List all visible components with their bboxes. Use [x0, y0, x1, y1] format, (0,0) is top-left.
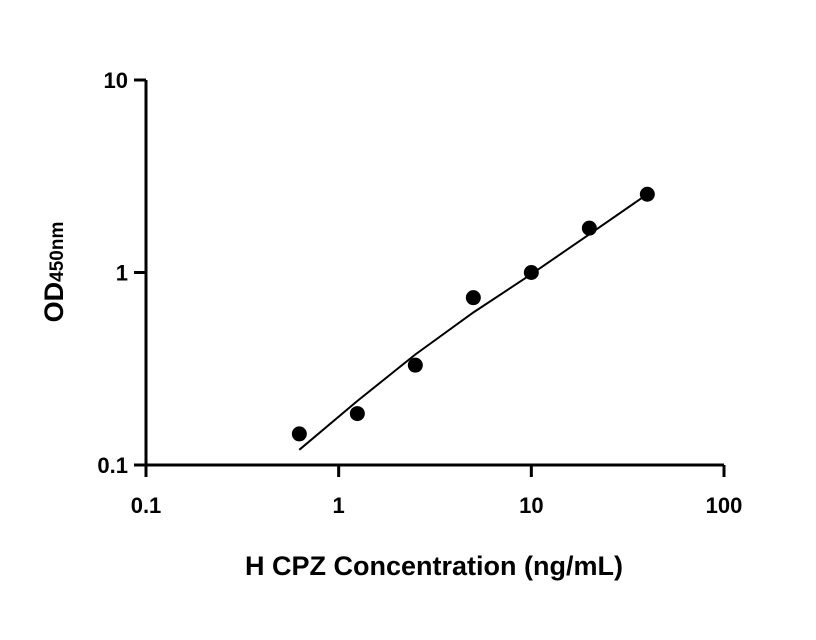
data-point [291, 426, 307, 442]
data-point [349, 406, 365, 422]
x-tick-label: 0.1 [131, 493, 162, 518]
y-tick-label: 0.1 [97, 453, 128, 478]
data-point [581, 220, 597, 236]
y-axis-title: OD450nm [39, 222, 69, 323]
y-axis-title-main: OD [39, 282, 69, 323]
data-point [407, 357, 423, 373]
x-tick-label: 10 [519, 493, 543, 518]
x-axis-title: H CPZ Concentration (ng/mL) [245, 551, 623, 581]
data-point [523, 265, 539, 280]
x-tick-label: 1 [333, 493, 345, 518]
data-points-group [291, 186, 655, 442]
data-point [465, 290, 481, 306]
y-axis-title-subscript: 450nm [47, 222, 68, 282]
y-tick-label: 1 [116, 261, 128, 286]
data-point [639, 186, 655, 202]
y-tick-label: 10 [104, 68, 128, 93]
axes: 0.1 1 10 100 0.1 1 10 [97, 68, 742, 518]
x-tick-label: 100 [706, 493, 743, 518]
